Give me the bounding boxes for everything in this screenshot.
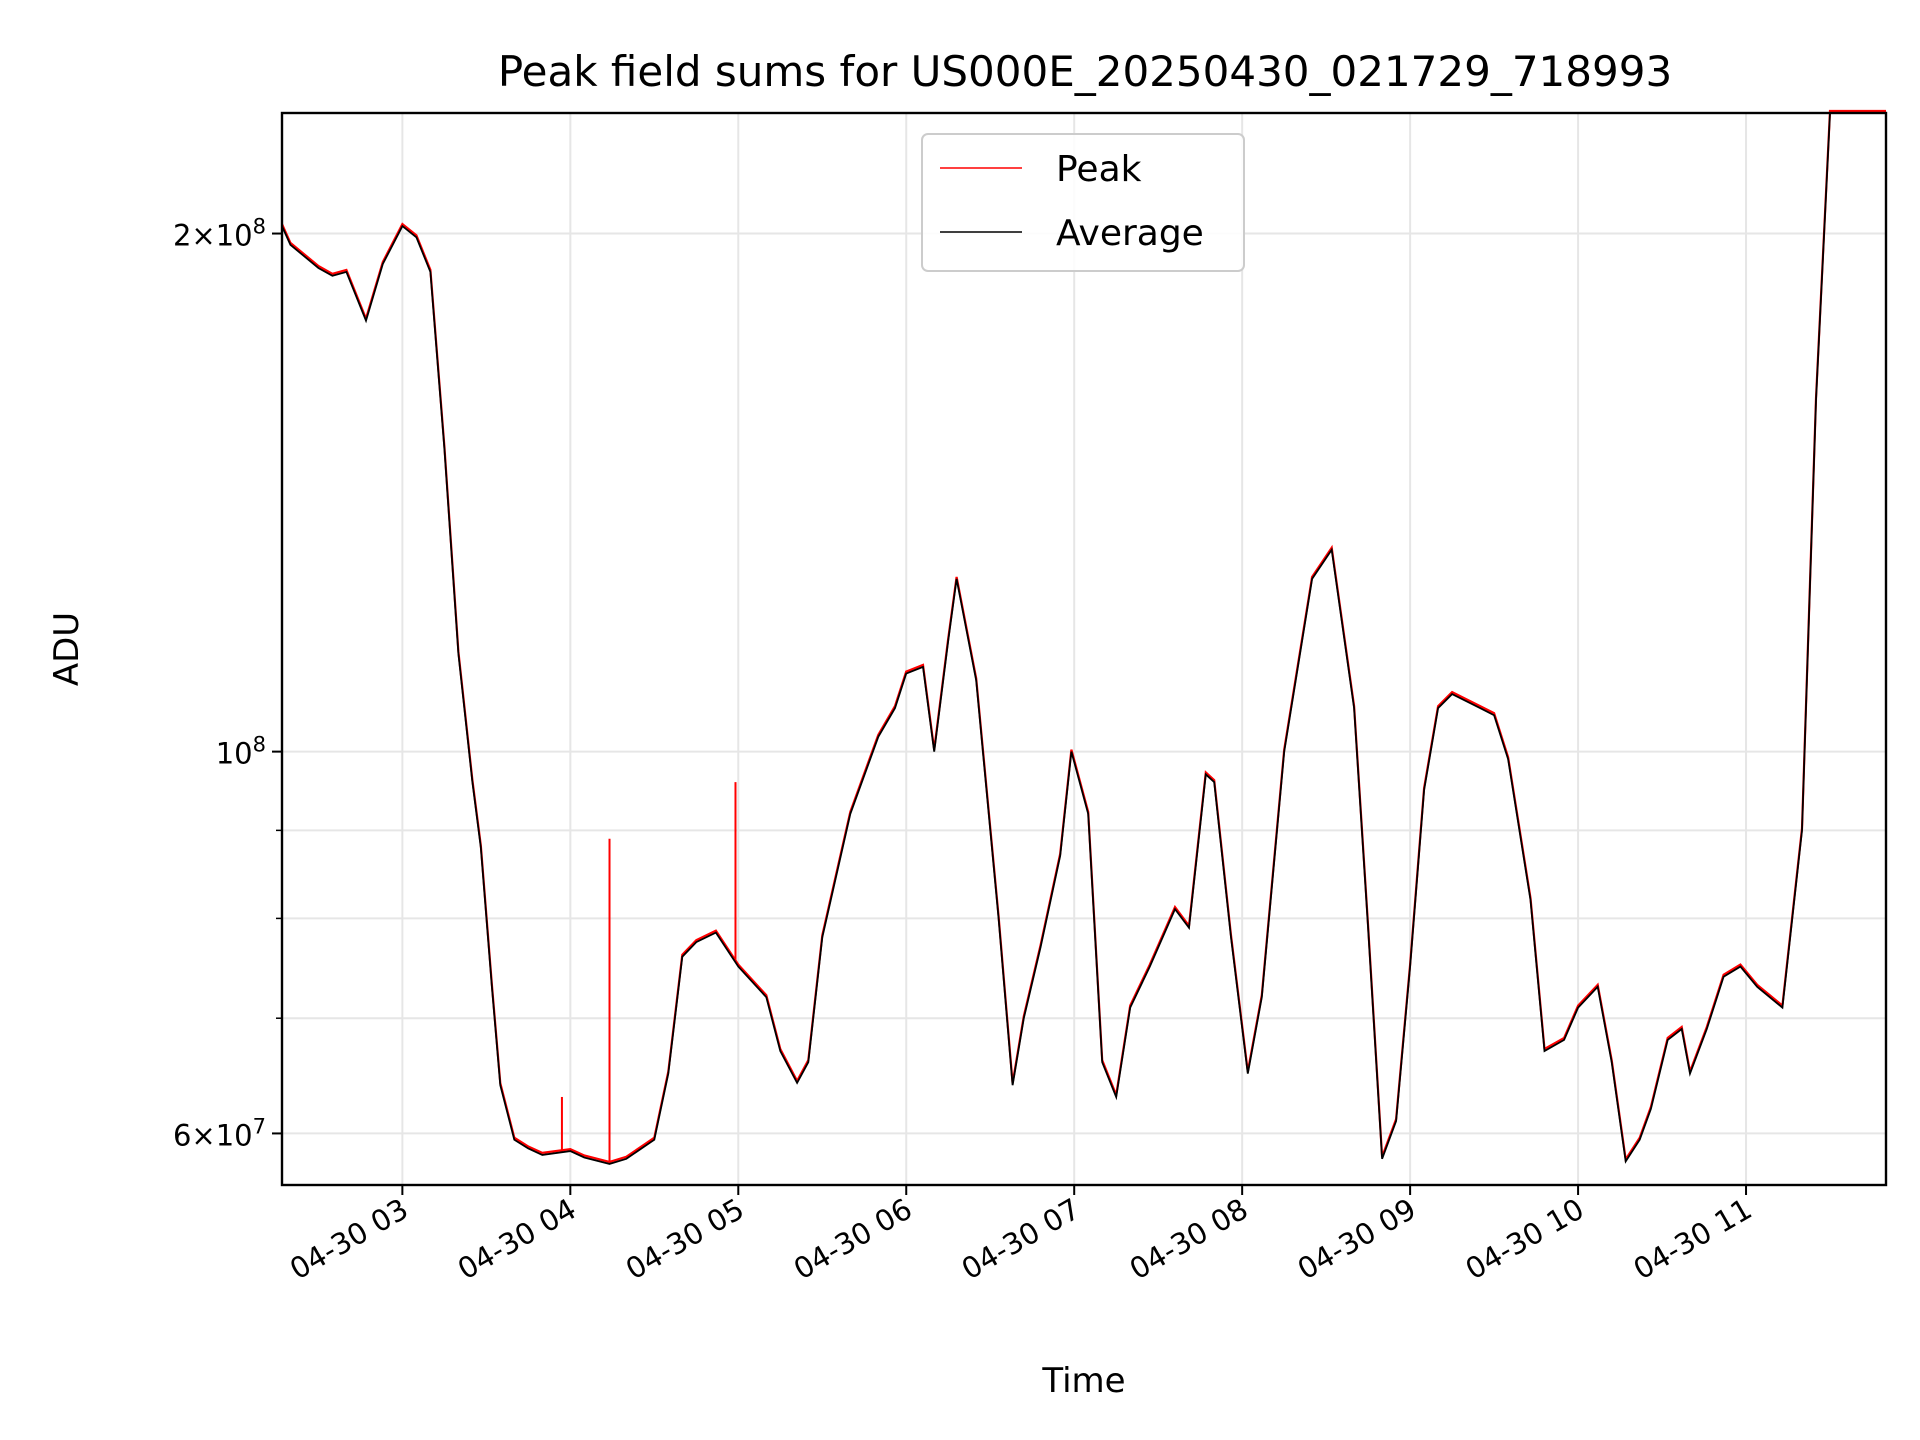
y-tick-label: 6×107 [173,1114,266,1152]
x-axis-label: Time [1041,1361,1125,1401]
chart-title: Peak field sums for US000E_20250430_0217… [498,47,1672,96]
plot-series [280,109,1886,1165]
y-tick-label: 108 [216,733,266,771]
plot-area-frame [280,111,1888,1187]
legend-peak-label: Peak [1056,149,1142,190]
y-tick-label: 2×108 [173,215,266,253]
average-series-line [281,112,1886,1165]
legend: Peak Average [921,133,1245,272]
y-axis-label: ADU [47,612,87,686]
legend-average-label: Average [1056,213,1204,254]
y-axis-ticks: 6×107 108 2×108 [173,215,282,1152]
